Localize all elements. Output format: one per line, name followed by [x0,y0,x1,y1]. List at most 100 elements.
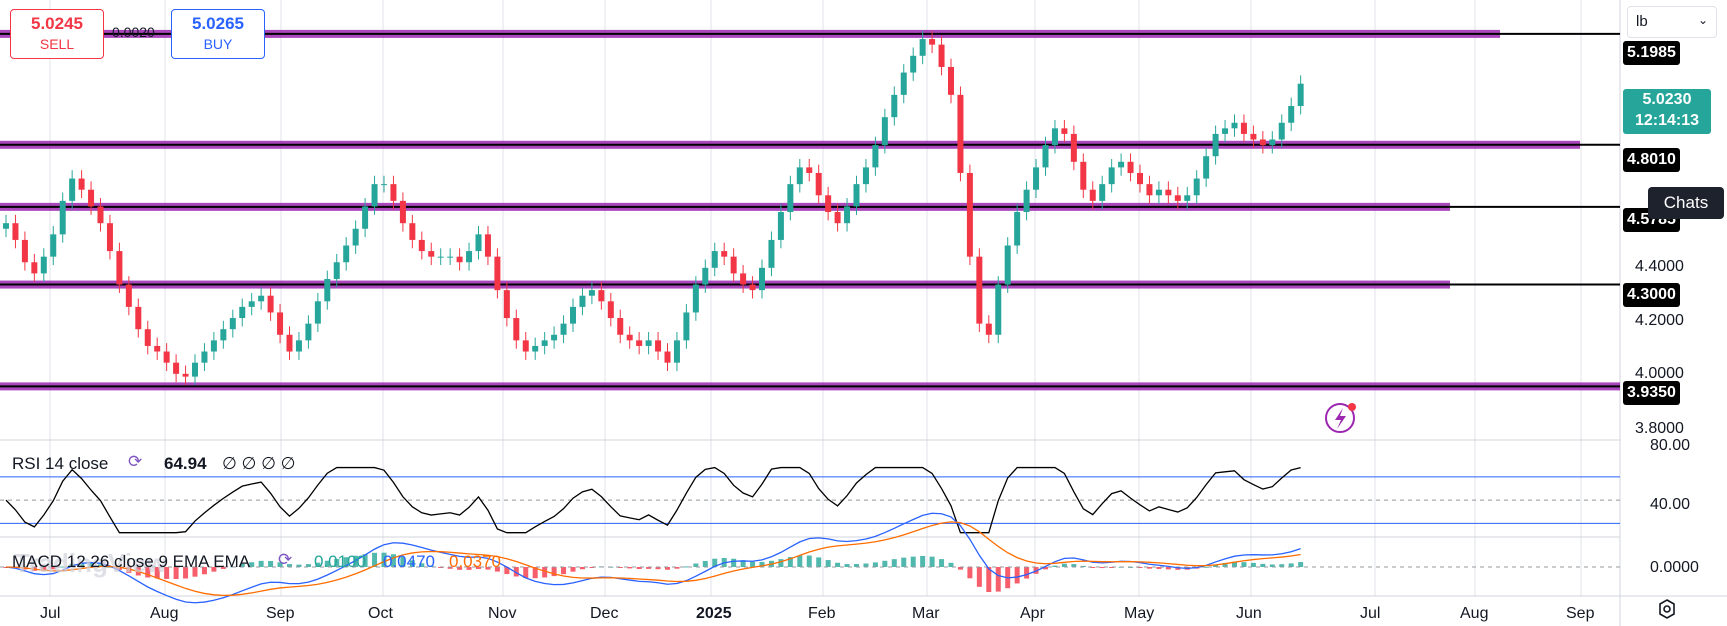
macd-histogram-bar [712,558,718,567]
macd-histogram-bar [948,562,954,567]
price-level-label: 4.8010 [1623,148,1680,172]
macd-histogram-bar [740,560,746,567]
sell-button[interactable]: 5.0245 SELL [10,9,104,59]
macd-histogram-bar [220,567,226,569]
macd-histogram-bar [976,567,982,587]
macd-histogram-bar [315,562,321,567]
macd-histogram-bar [579,567,585,570]
candle-body [352,228,359,246]
macd-histogram-bar [88,563,94,567]
candle-body [277,312,284,335]
candle-body [1174,195,1181,201]
macd-histogram-bar [693,563,699,567]
candle-body [532,345,539,352]
macd-hist-value: 0.0100 [314,552,366,571]
macd-histogram-bar [164,567,170,579]
candle-body [636,340,643,346]
macd-histogram-bar [957,567,963,570]
candle-body [1042,145,1049,168]
price-level-label: 4.3000 [1623,283,1680,307]
settings-cycle-icon[interactable]: ⟳ [128,452,143,471]
macd-signal-line [5,521,1301,597]
candle-body [494,256,501,291]
candle-body [891,94,898,118]
macd-histogram-bar [655,567,661,570]
candle-body [598,290,605,302]
candle-body [220,329,227,341]
candle-body [1203,156,1210,179]
time-axis-label: Sep [266,605,295,622]
candle-body [50,234,57,257]
macd-histogram-bar [967,567,973,579]
candle-body [919,39,926,56]
macd-histogram-bar [258,560,264,567]
candle-body [343,245,350,263]
candle-body [853,184,860,207]
candle-body [1004,245,1011,285]
macd-histogram-bar [920,555,926,567]
candle-body [1108,167,1115,185]
current-price-label: 5.0230 12:14:13 [1623,89,1711,134]
macd-histogram-bar [901,557,907,567]
macd-histogram-bar [674,567,680,569]
macd-histogram-bar [816,557,822,567]
macd-histogram-bar [296,564,302,567]
macd-histogram-bar [50,567,56,570]
settings-gear-icon[interactable] [1657,599,1677,619]
candle-body [305,323,312,341]
macd-histogram-bar [1071,564,1077,567]
rsi-label: RSI 14 close [12,454,109,473]
candle-body [910,55,917,73]
macd-histogram-bar [910,556,916,567]
notification-dot [1348,403,1356,411]
macd-histogram-bar [636,567,642,569]
candle-body [995,284,1002,335]
buy-button[interactable]: 5.0265 BUY [171,9,265,59]
macd-histogram-bar [787,557,793,567]
candle-body [40,256,47,274]
price-axis-tick: 4.2000 [1635,312,1684,329]
macd-histogram-bar [1109,567,1115,568]
macd-histogram-bar [79,562,85,567]
candle-body [314,301,321,324]
candle-body [825,195,832,213]
candle-body [173,362,180,374]
unit-selector[interactable]: lb ⌄ [1627,6,1717,38]
candle-body [787,184,794,213]
candle-body [655,340,662,352]
candle-body [1231,122,1238,129]
candle-body [1165,189,1172,196]
candle-body [815,172,822,196]
candle-body [541,340,548,346]
price-axis-tick: 3.8000 [1635,420,1684,437]
rsi-axis-tick: 40.00 [1650,496,1691,513]
candle-body [683,312,690,341]
macd-histogram-bar [513,567,519,577]
macd-histogram-bar [863,563,869,567]
macd-histogram-bar [400,557,406,567]
time-axis-label: Nov [488,605,517,622]
macd-histogram-bar [627,567,633,569]
macd-histogram-bar [173,567,179,580]
macd-histogram-bar [702,560,708,567]
candle-body [428,251,435,257]
candle-body [1155,189,1162,196]
macd-histogram-bar [98,564,103,567]
candle-body [711,251,718,268]
macd-histogram-bar [41,567,47,571]
time-axis-label: Oct [368,605,393,622]
rsi-extras: ∅ ∅ ∅ ∅ [222,454,296,473]
candle-body [381,184,387,186]
candle-body [626,334,633,341]
chats-button[interactable]: Chats [1648,187,1724,219]
time-axis-label: 2025 [696,605,732,622]
macd-settings-icon[interactable]: ⟳ [278,550,293,569]
macd-histogram-bar [305,564,311,567]
macd-histogram-bar [683,566,689,568]
candle-body [1278,122,1285,140]
sell-price: 5.0245 [31,14,83,33]
macd-histogram-bar [929,556,935,567]
macd-histogram-bar [268,560,274,567]
macd-histogram-bar [381,552,387,567]
